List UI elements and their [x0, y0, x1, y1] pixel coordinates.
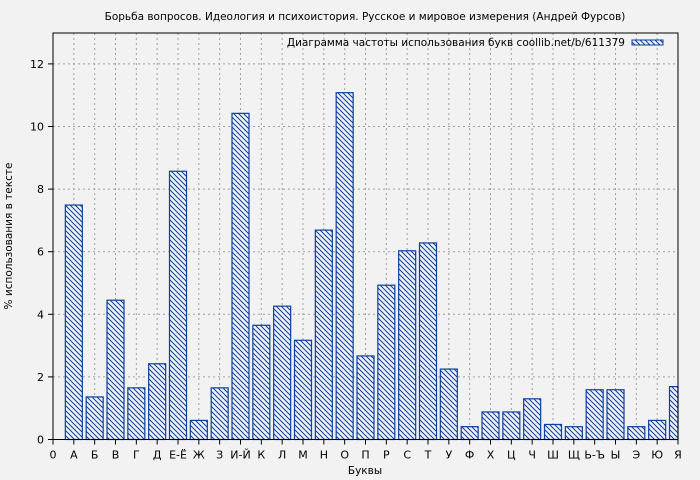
x-tick-label: О	[340, 449, 349, 462]
bar-У	[439, 368, 458, 441]
bar-Ь-Ъ	[585, 389, 604, 441]
legend-swatch	[631, 39, 664, 46]
y-tick-label: 4	[37, 308, 44, 321]
bar-Л	[273, 305, 292, 441]
bar-Ж	[189, 419, 208, 441]
x-axis-label: Буквы	[348, 465, 382, 477]
y-tick-label: 10	[30, 121, 44, 134]
x-tick-label: Э	[632, 449, 640, 462]
x-tick-label: Ф	[465, 449, 474, 462]
bar-Щ	[564, 426, 583, 441]
bar-Я	[668, 386, 679, 441]
y-tick-label: 6	[37, 246, 44, 259]
x-tick-label: И-Й	[230, 449, 250, 462]
bar-Э	[627, 426, 646, 441]
x-tick-label: Щ	[568, 449, 580, 462]
bar-П	[356, 355, 375, 441]
x-tick-label: Р	[383, 449, 390, 462]
bar-Б	[85, 396, 104, 441]
y-tick-label: 12	[30, 58, 44, 71]
x-tick-label: 0	[50, 449, 57, 462]
legend-label: Диаграмма частоты использования букв coo…	[287, 37, 625, 49]
bar-Ф	[460, 426, 479, 441]
x-tick-label: Ы	[611, 449, 621, 462]
x-tick-label: Х	[487, 449, 495, 462]
x-tick-label: Д	[153, 449, 162, 462]
bar-К	[252, 324, 271, 441]
bar-З	[210, 387, 229, 441]
x-tick-label: Ь-Ъ	[584, 449, 605, 462]
bar-Ш	[543, 423, 563, 441]
bar-Н	[314, 229, 333, 441]
x-tick-label: С	[403, 449, 411, 462]
x-tick-label: Б	[91, 449, 99, 462]
x-tick-label: Е-Ё	[169, 449, 187, 462]
bar-Р	[377, 284, 396, 441]
bar-Х	[481, 411, 500, 441]
x-tick-label: К	[257, 449, 265, 462]
y-tick-label: 2	[37, 371, 44, 384]
bar-Д	[148, 363, 167, 441]
x-tick-label: М	[298, 449, 308, 462]
grid-lines	[53, 33, 679, 440]
x-tick-label: Ш	[547, 449, 559, 462]
x-tick-label: Я	[674, 449, 682, 462]
x-tick-label: Т	[424, 449, 432, 462]
bar-О	[335, 92, 354, 441]
bar-И-Й	[231, 112, 250, 441]
x-tick-label: Ж	[193, 449, 205, 462]
x-tick-label: В	[112, 449, 120, 462]
x-tick-label: У	[445, 449, 452, 462]
x-tick-label: Ч	[528, 449, 536, 462]
bar-А	[64, 204, 83, 441]
legend: Диаграмма частоты использования букв coo…	[287, 37, 664, 49]
x-tick-label: Ю	[651, 449, 663, 462]
bar-Т	[418, 242, 438, 441]
bar-Ц	[502, 411, 521, 441]
y-tick-label: 8	[37, 183, 44, 196]
chart-title: Борьба вопросов. Идеология и психоистори…	[105, 11, 626, 23]
x-tick-label: Л	[278, 449, 286, 462]
bar-Г	[127, 387, 146, 441]
x-tick-label: Н	[320, 449, 328, 462]
x-tick-label: Г	[133, 449, 140, 462]
x-tick-label: П	[361, 449, 369, 462]
bar-М	[293, 339, 313, 441]
bars	[64, 92, 679, 441]
bar-С	[398, 250, 417, 441]
y-axis-label: % использования в тексте	[3, 163, 15, 310]
bar-Е-Ё	[168, 170, 188, 441]
x-tick-label: З	[216, 449, 223, 462]
y-tick-label: 0	[37, 434, 44, 447]
x-tick-label: А	[70, 449, 78, 462]
x-tick-label: Ц	[507, 449, 516, 462]
bar-Ю	[648, 419, 667, 441]
bar-Ч	[523, 398, 542, 441]
bar-В	[106, 299, 125, 441]
bar-Ы	[606, 389, 625, 441]
